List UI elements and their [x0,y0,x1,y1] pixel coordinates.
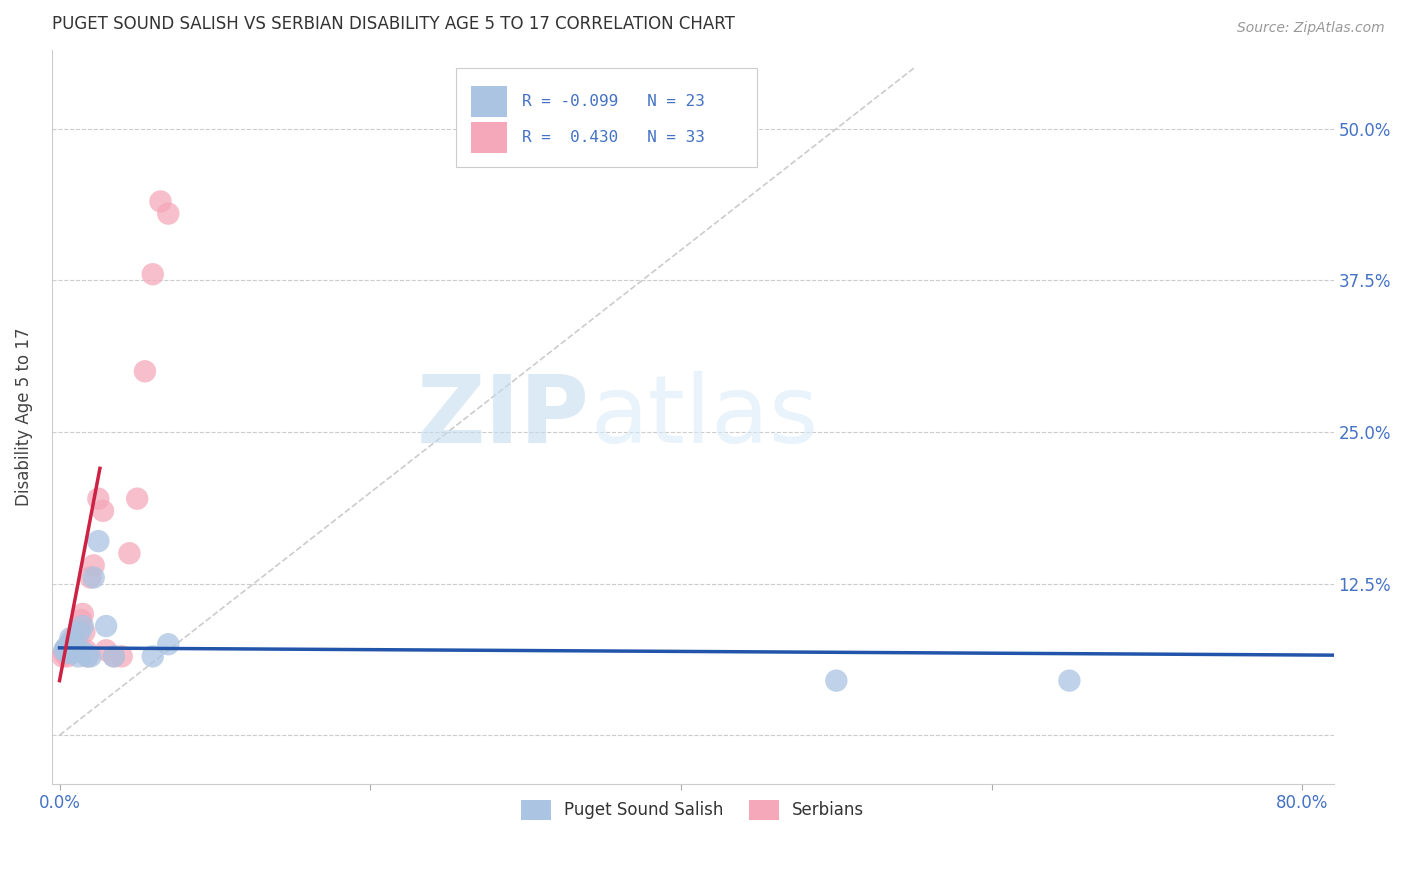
Point [72,607,94,621]
Point [59,640,82,655]
Point [118,546,141,560]
Point [53,643,76,657]
Point [69,625,91,640]
Point [63,633,86,648]
Y-axis label: Disability Age 5 to 17: Disability Age 5 to 17 [15,327,32,506]
Point [53,646,76,660]
Text: PUGET SOUND SALISH VS SERBIAN DISABILITY AGE 5 TO 17 CORRELATION CHART: PUGET SOUND SALISH VS SERBIAN DISABILITY… [52,15,734,33]
Point [825,673,848,688]
Point [75,643,97,657]
Text: Source: ZipAtlas.com: Source: ZipAtlas.com [1237,21,1385,35]
Point [94,619,117,633]
Point [73,646,96,660]
Point [103,649,125,664]
Point [83,570,105,584]
Point [87,491,110,506]
Point [59,631,82,645]
Point [69,619,91,633]
Point [73,625,96,640]
Point [58,643,80,657]
Point [60,646,83,660]
Point [83,558,105,573]
Point [1059,673,1081,688]
Point [142,267,165,281]
Point [134,364,156,378]
Point [157,206,180,220]
Text: ZIP: ZIP [418,371,591,463]
Point [76,649,98,664]
Point [62,631,84,645]
Point [62,646,84,660]
Point [149,194,172,209]
Point [59,637,82,651]
Point [87,534,110,549]
Point [76,649,98,664]
Point [56,646,79,660]
Point [56,640,79,655]
Point [70,613,93,627]
Point [63,637,86,651]
Point [72,619,94,633]
Point [91,504,114,518]
Point [52,649,75,664]
Point [79,570,101,584]
Point [60,637,83,651]
Point [58,637,80,651]
FancyBboxPatch shape [471,86,506,117]
Point [56,649,79,664]
Text: R =  0.430   N = 33: R = 0.430 N = 33 [522,130,704,145]
Point [55,640,77,655]
Point [60,640,83,655]
Point [55,643,77,657]
Point [142,649,165,664]
Point [65,637,87,651]
Point [65,643,87,657]
Text: R = -0.099   N = 23: R = -0.099 N = 23 [522,94,704,109]
Point [67,625,90,640]
Point [94,643,117,657]
Point [79,649,101,664]
Point [127,491,149,506]
Point [67,649,90,664]
Point [157,637,180,651]
FancyBboxPatch shape [471,122,506,153]
Point [111,649,134,664]
FancyBboxPatch shape [456,68,756,168]
Text: atlas: atlas [591,371,818,463]
Point [103,649,125,664]
Legend: Puget Sound Salish, Serbians: Puget Sound Salish, Serbians [515,793,870,827]
